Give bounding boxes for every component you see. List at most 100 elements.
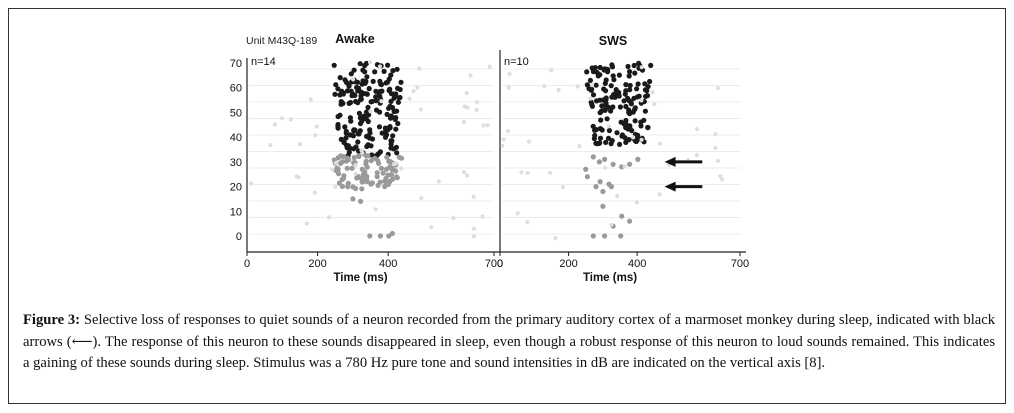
spike-point [625, 126, 631, 132]
spike-point [366, 86, 372, 92]
spike-point [353, 98, 359, 105]
spike-point [603, 165, 608, 170]
spike-point [359, 166, 365, 172]
spike-point [415, 85, 420, 90]
spike-point [553, 236, 558, 241]
spike-point [384, 111, 390, 117]
spike-point [377, 109, 383, 115]
spike-point [388, 145, 394, 151]
spike-point [471, 234, 476, 239]
spike-point [373, 88, 379, 94]
spike-point [589, 103, 596, 109]
spike-point [610, 161, 616, 167]
spike-point [609, 62, 615, 68]
spike-point [398, 79, 404, 85]
spike-point [407, 96, 412, 101]
spike-point [356, 110, 362, 116]
spike-point [249, 181, 254, 186]
spike-point [593, 140, 599, 146]
spike-point [333, 82, 339, 88]
x-tick-label: 0 [244, 258, 250, 270]
spike-point [622, 91, 628, 97]
spike-point [360, 67, 366, 73]
spike-point [393, 91, 399, 97]
spike-point [361, 171, 367, 177]
spike-point [387, 158, 393, 164]
spike-point [354, 175, 360, 181]
spike-point [648, 62, 654, 68]
spike-point [419, 196, 424, 201]
spike-point [378, 81, 384, 87]
spike-point [390, 176, 396, 182]
spike-point [487, 64, 492, 69]
spike-point [584, 69, 590, 75]
spike-point [395, 85, 401, 91]
spike-point [642, 108, 649, 114]
spike-point [619, 132, 626, 138]
spike-point [481, 123, 486, 128]
spike-point [607, 124, 612, 129]
spike-point [598, 108, 605, 114]
plot-title: SWS [599, 34, 627, 48]
spike-point [461, 119, 466, 124]
spike-point [268, 143, 273, 148]
spike-point [436, 179, 441, 184]
caption-text: Selective loss of responses to quiet sou… [23, 312, 995, 371]
spike-point [393, 126, 399, 132]
spike-point [389, 138, 395, 144]
spike-point [359, 148, 364, 153]
spike-point [603, 95, 609, 101]
spike-point [583, 166, 589, 172]
y-tick-label: 40 [230, 132, 242, 144]
spike-point [357, 120, 364, 127]
spike-point [594, 98, 600, 104]
spike-point [382, 130, 388, 136]
spike-point [617, 141, 623, 147]
x-tick-label: 400 [628, 258, 646, 270]
spike-point [608, 108, 614, 114]
spike-point [372, 155, 378, 161]
spike-point [386, 105, 392, 111]
spike-point [342, 77, 348, 83]
spike-point [590, 123, 596, 129]
spike-point [369, 152, 375, 158]
spike-point [304, 221, 309, 226]
spike-point [345, 180, 351, 186]
spike-point [344, 165, 350, 171]
x-axis-label: Time (ms) [583, 272, 637, 284]
spike-point [337, 75, 343, 81]
spike-point [394, 150, 400, 156]
spike-point [388, 72, 394, 78]
spike-point [603, 100, 609, 107]
spike-point [636, 93, 642, 99]
spike-point [418, 107, 423, 112]
spike-point [365, 142, 371, 148]
spike-point [358, 198, 364, 204]
spike-point [515, 211, 520, 216]
spike-point [616, 72, 623, 78]
spike-point [385, 62, 391, 68]
spike-point [468, 73, 473, 78]
spike-point [597, 140, 603, 146]
spike-point [617, 104, 624, 110]
spike-point [394, 175, 400, 181]
spike-point [350, 196, 356, 202]
plot-title: Awake [335, 32, 374, 46]
spike-point [588, 99, 594, 105]
spike-point [609, 138, 615, 144]
spike-point [383, 80, 389, 86]
spike-point [333, 161, 339, 166]
spike-point [639, 137, 644, 142]
spike-point [373, 94, 379, 100]
spike-point [395, 120, 401, 127]
spike-point [359, 186, 365, 192]
spike-point [471, 226, 476, 231]
spike-point [348, 118, 354, 124]
spike-point [373, 207, 378, 212]
spike-point [372, 69, 378, 75]
spike-point [388, 98, 394, 104]
spike-point [593, 127, 599, 133]
spike-point [351, 77, 356, 82]
spike-point [603, 139, 609, 145]
